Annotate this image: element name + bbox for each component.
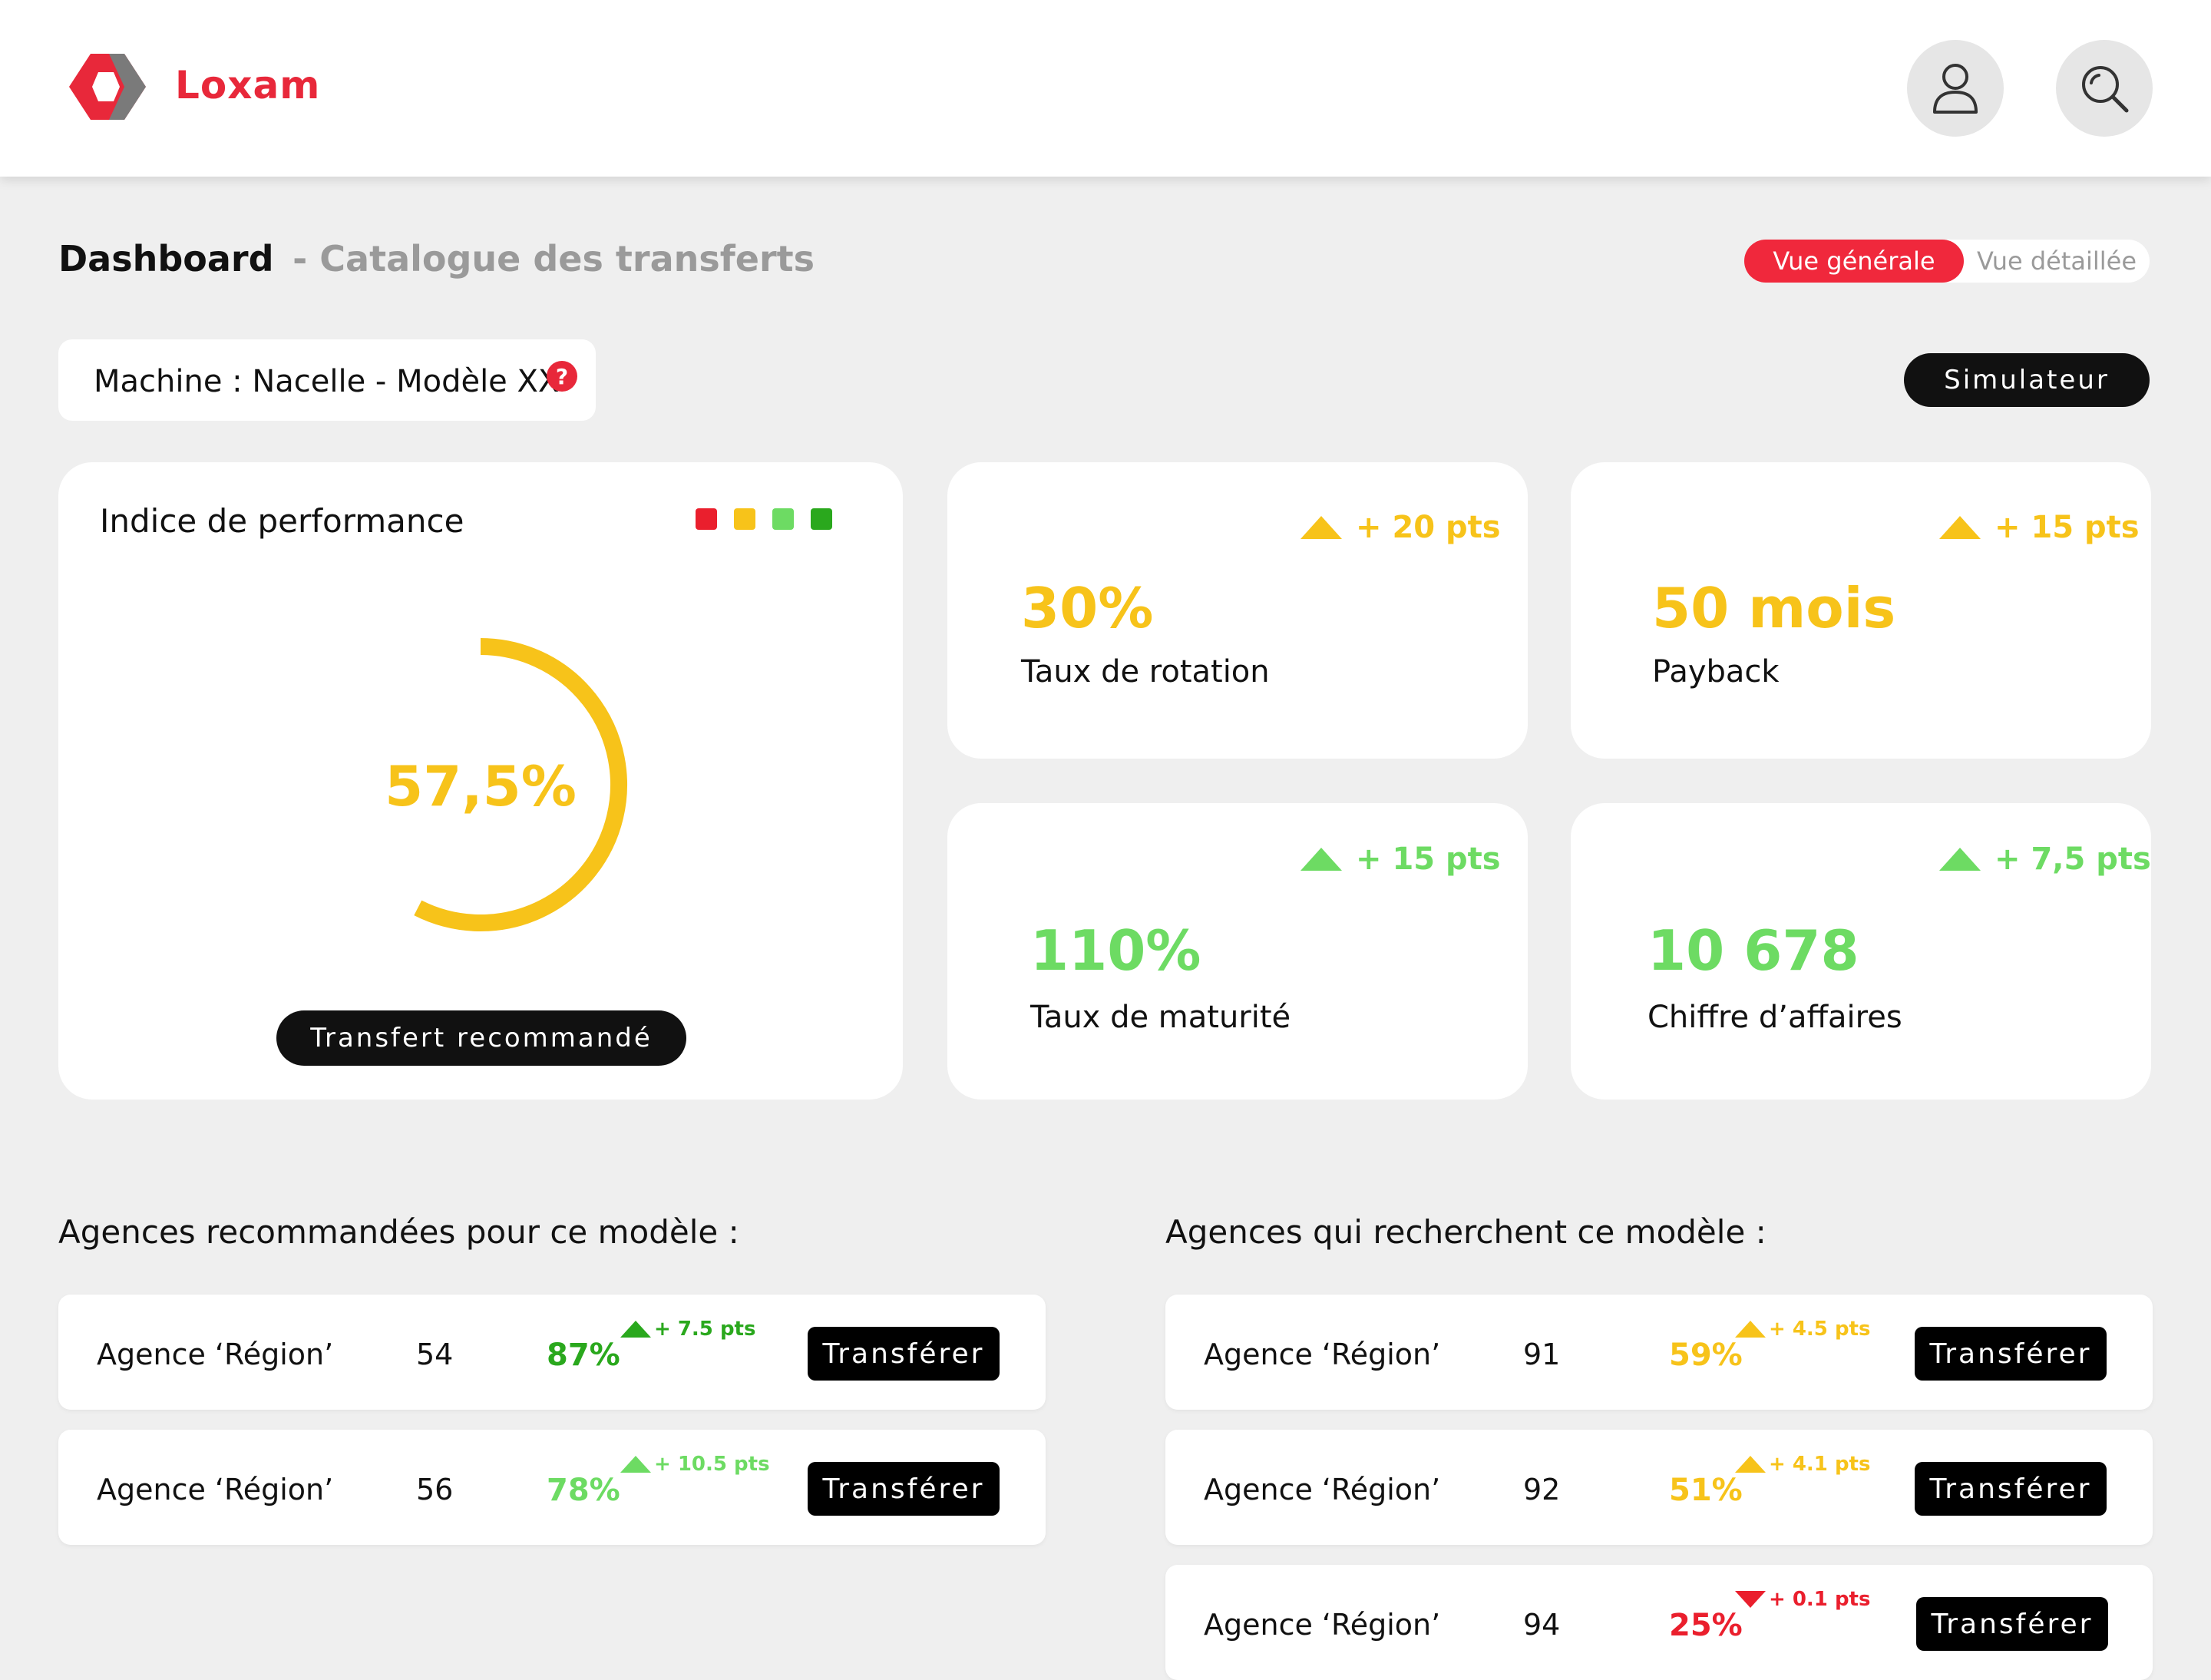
user-button[interactable] <box>1907 40 2004 137</box>
kpi-card-rotation: + 20 pts 30% Taux de rotation <box>947 462 1528 759</box>
agency-delta-text: + 4.5 pts <box>1769 1318 1871 1341</box>
transfer-button[interactable]: Transférer <box>1915 1327 2107 1381</box>
agency-delta-text: + 0.1 pts <box>1769 1588 1871 1611</box>
kpi-delta-text: + 20 pts <box>1356 510 1501 545</box>
loxam-hexagon-logo[interactable] <box>69 54 146 120</box>
kpi-delta-text: + 15 pts <box>1356 842 1501 877</box>
agency-count: 91 <box>1523 1338 1561 1371</box>
agency-name: Agence ‘Région’ <box>1204 1608 1441 1642</box>
kpi-label: Payback <box>1652 654 1780 690</box>
table-row: Agence ‘Région’ 92 51% + 4.1 pts Transfé… <box>1165 1430 2153 1545</box>
recommended-transfer-button[interactable]: Transfert recommandé <box>276 1010 686 1066</box>
legend-swatch-red <box>696 508 717 530</box>
agency-delta: + 0.1 pts <box>1735 1588 1870 1611</box>
page-title: Dashboard - Catalogue des transferts <box>58 238 815 279</box>
table-row: Agence ‘Région’ 54 87% + 7.5 pts Transfé… <box>58 1295 1046 1410</box>
agency-delta-text: + 4.1 pts <box>1769 1453 1871 1476</box>
agency-score: 25% <box>1669 1608 1743 1643</box>
table-row: Agence ‘Région’ 94 25% + 0.1 pts Transfé… <box>1165 1565 2153 1680</box>
transfer-button[interactable]: Transférer <box>1916 1597 2108 1651</box>
view-general-tab[interactable]: Vue générale <box>1744 240 1964 283</box>
page-title-main: Dashboard <box>58 238 274 279</box>
view-detailed-tab[interactable]: Vue détaillée <box>1976 246 2137 276</box>
kpi-delta-text: + 15 pts <box>1995 510 2140 545</box>
agency-delta-text: + 10.5 pts <box>654 1453 770 1476</box>
kpi-delta: + 15 pts <box>1939 510 2140 545</box>
simulator-button[interactable]: Simulateur <box>1904 353 2150 407</box>
agency-count: 54 <box>416 1338 454 1371</box>
agency-delta: + 10.5 pts <box>620 1453 770 1476</box>
page-subtitle: - Catalogue des transferts <box>292 238 815 279</box>
gauge-arc <box>414 638 627 931</box>
trend-up-icon <box>620 1456 651 1473</box>
kpi-value: 30% <box>1021 576 1154 640</box>
kpi-value: 10 678 <box>1648 918 1859 983</box>
agency-delta: + 7.5 pts <box>620 1318 755 1341</box>
kpi-card-maturity: + 15 pts 110% Taux de maturité <box>947 803 1528 1100</box>
agency-name: Agence ‘Région’ <box>97 1338 334 1371</box>
brand-name: Loxam <box>175 63 321 107</box>
kpi-delta: + 20 pts <box>1300 510 1501 545</box>
kpi-label: Taux de maturité <box>1030 1000 1291 1035</box>
kpi-label: Chiffre d’affaires <box>1648 1000 1902 1035</box>
trend-up-icon <box>1939 516 1981 539</box>
performance-value: 57,5% <box>385 754 577 819</box>
user-icon <box>1933 64 1978 114</box>
performance-card: Indice de performance 57,5% Transfert re… <box>58 462 903 1100</box>
trend-up-icon <box>1300 516 1342 539</box>
performance-gauge <box>414 638 627 931</box>
agency-score: 51% <box>1669 1473 1743 1508</box>
legend-swatch-green <box>811 508 832 530</box>
kpi-card-revenue: + 7,5 pts 10 678 Chiffre d’affaires <box>1571 803 2151 1100</box>
kpi-value: 110% <box>1030 918 1201 983</box>
trend-up-icon <box>1300 848 1342 871</box>
table-row: Agence ‘Région’ 91 59% + 4.5 pts Transfé… <box>1165 1295 2153 1410</box>
agency-score: 59% <box>1669 1338 1743 1373</box>
kpi-delta: + 7,5 pts <box>1939 842 2151 877</box>
kpi-card-payback: + 15 pts 50 mois Payback <box>1571 462 2151 759</box>
trend-up-icon <box>1735 1456 1766 1473</box>
legend-swatch-yellow <box>734 508 755 530</box>
search-button[interactable] <box>2056 40 2153 137</box>
performance-legend <box>696 508 832 530</box>
agency-name: Agence ‘Région’ <box>97 1473 334 1506</box>
agency-name: Agence ‘Région’ <box>1204 1338 1441 1371</box>
transfer-button[interactable]: Transférer <box>808 1462 1000 1516</box>
kpi-label: Taux de rotation <box>1021 654 1270 690</box>
kpi-delta: + 15 pts <box>1300 842 1501 877</box>
trend-up-icon <box>620 1321 651 1338</box>
agency-score: 78% <box>547 1473 620 1508</box>
kpi-value: 50 mois <box>1652 576 1896 640</box>
machine-label: Machine : Nacelle - Modèle XX <box>94 364 560 399</box>
agency-delta: + 4.5 pts <box>1735 1318 1870 1341</box>
trend-up-icon <box>1735 1321 1766 1338</box>
recommended-section-title: Agences recommandées pour ce modèle : <box>58 1213 739 1251</box>
table-row: Agence ‘Région’ 56 78% + 10.5 pts Transf… <box>58 1430 1046 1545</box>
help-icon[interactable]: ? <box>547 361 577 392</box>
agency-delta: + 4.1 pts <box>1735 1453 1870 1476</box>
transfer-button[interactable]: Transférer <box>1915 1462 2107 1516</box>
top-bar: Loxam <box>0 0 2211 177</box>
legend-swatch-lightgreen <box>772 508 794 530</box>
performance-title: Indice de performance <box>100 502 464 540</box>
agency-delta-text: + 7.5 pts <box>654 1318 756 1341</box>
kpi-delta-text: + 7,5 pts <box>1995 842 2151 877</box>
searching-section-title: Agences qui recherchent ce modèle : <box>1165 1213 1766 1251</box>
agency-count: 94 <box>1523 1608 1561 1642</box>
view-toggle: Vue générale Vue détaillée <box>1744 240 2150 283</box>
agency-count: 92 <box>1523 1473 1561 1506</box>
agency-count: 56 <box>416 1473 454 1506</box>
agency-name: Agence ‘Région’ <box>1204 1473 1441 1506</box>
transfer-button[interactable]: Transférer <box>808 1327 1000 1381</box>
agency-score: 87% <box>547 1338 620 1373</box>
machine-selector[interactable]: Machine : Nacelle - Modèle XX ? <box>58 339 596 421</box>
trend-up-icon <box>1939 848 1981 871</box>
trend-down-icon <box>1735 1591 1766 1608</box>
search-icon <box>2082 66 2129 113</box>
